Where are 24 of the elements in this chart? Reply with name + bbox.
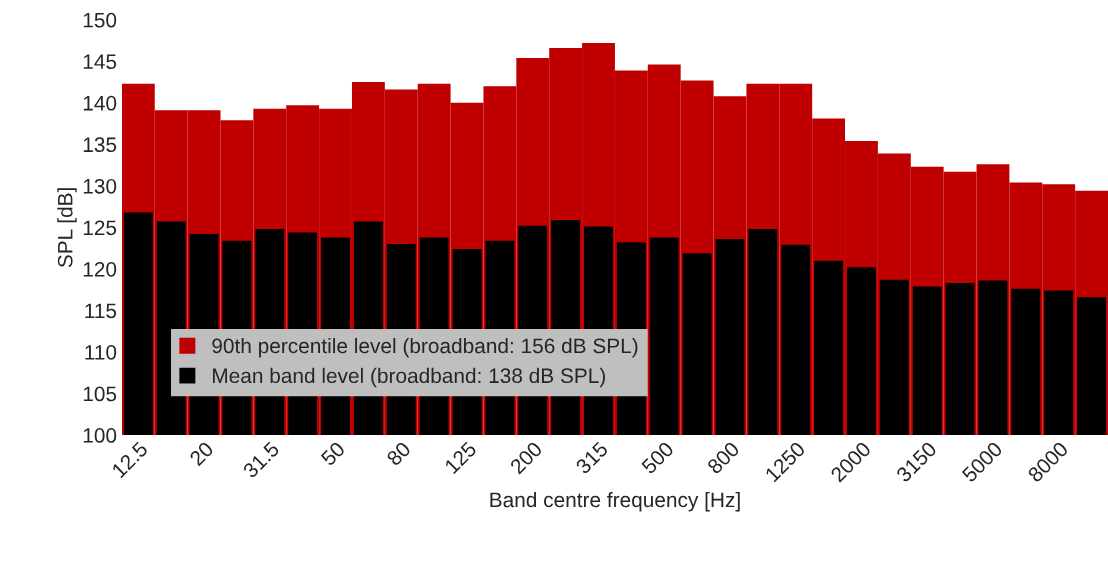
x-tick-label: 315 [574, 440, 609, 475]
x-tick-label: 200 [509, 440, 544, 475]
x-axis-title: Band centre frequency [Hz] [490, 491, 740, 512]
y-tick-label: 145 [83, 54, 117, 70]
legend-label: Mean band level (broadband: 138 dB SPL) [213, 367, 605, 388]
x-tick-label: 800 [706, 440, 741, 475]
y-tick-label: 130 [83, 178, 117, 194]
y-tick-label: 120 [83, 261, 117, 277]
y-tick-label: 115 [85, 303, 117, 319]
x-tick-label: 20 [188, 440, 215, 467]
y-tick-label: 125 [83, 220, 117, 236]
y-tick-label: 135 [83, 137, 117, 153]
y-tick-label: 105 [83, 386, 117, 402]
y-axis-title: SPL [dB] [57, 188, 77, 268]
y-tick-label: 150 [83, 12, 117, 28]
x-tick-label: 500 [640, 440, 675, 475]
x-tick-label: 31.5 [242, 440, 280, 479]
x-tick-label: 80 [385, 440, 412, 467]
y-tick-label: 110 [85, 345, 117, 360]
y-tick-label: 100 [83, 428, 117, 443]
x-tick-label: 125 [443, 440, 478, 475]
y-tick-label: 140 [83, 95, 117, 111]
x-tick-label: 50 [320, 440, 346, 467]
legend-label: 90th percentile level (broadband: 156 dB SPL) [212, 337, 638, 358]
